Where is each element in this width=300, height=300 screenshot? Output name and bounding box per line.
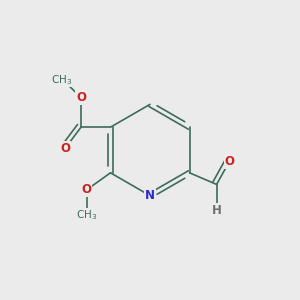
Text: N: N bbox=[145, 189, 155, 202]
Text: O: O bbox=[76, 91, 86, 104]
Text: O: O bbox=[60, 142, 70, 155]
Text: H: H bbox=[212, 204, 221, 218]
Text: CH$_3$: CH$_3$ bbox=[76, 208, 97, 222]
Text: O: O bbox=[82, 183, 92, 196]
Text: CH$_3$: CH$_3$ bbox=[51, 73, 73, 87]
Text: O: O bbox=[224, 155, 235, 168]
